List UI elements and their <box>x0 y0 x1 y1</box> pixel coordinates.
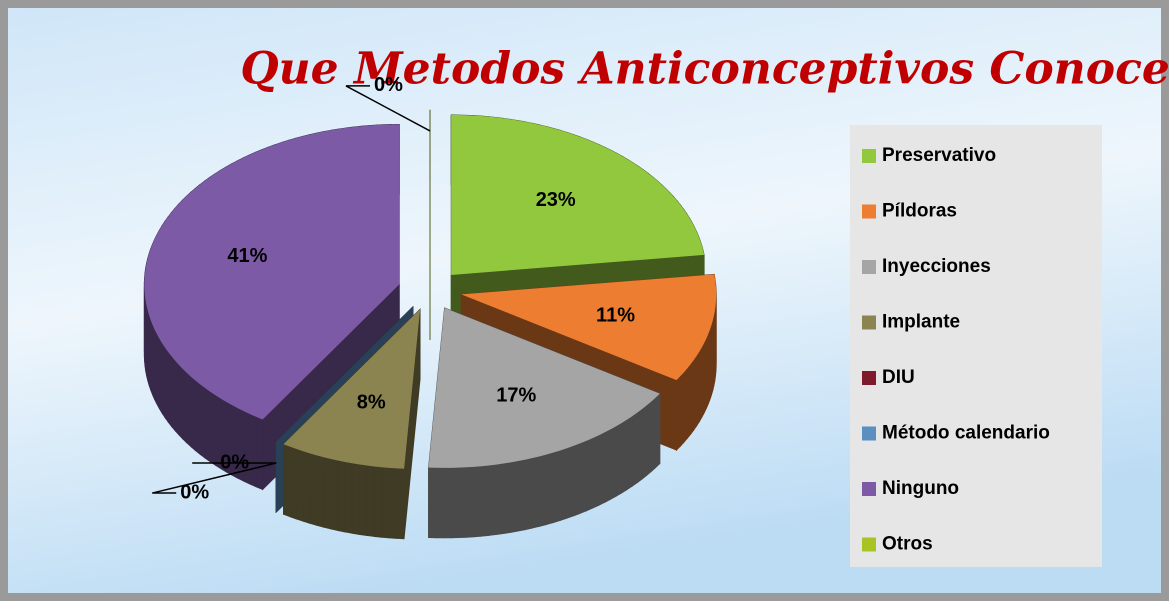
slice-side <box>210 392 215 466</box>
slice-side <box>345 462 352 533</box>
slice-side <box>554 450 561 522</box>
legend-label: Implante <box>882 312 960 333</box>
slice-side <box>680 372 684 446</box>
legend-swatch <box>862 149 876 163</box>
data-label: 17% <box>496 385 536 407</box>
slice-side <box>627 416 632 489</box>
data-label: 41% <box>227 245 267 267</box>
slice-side <box>540 455 547 527</box>
slice-side <box>605 429 611 502</box>
slice-side <box>389 468 396 539</box>
slice-side <box>200 384 205 458</box>
data-label: 0% <box>374 74 403 96</box>
slice-side <box>165 348 168 422</box>
slice-side <box>250 414 256 487</box>
legend-label: Píldoras <box>882 201 957 222</box>
slice-side <box>481 465 488 536</box>
slice-side <box>367 466 374 537</box>
slice-side <box>191 377 196 451</box>
slice-side <box>183 369 187 443</box>
slice-side <box>560 448 567 520</box>
legend-swatch <box>862 371 876 385</box>
slice-side <box>168 352 171 426</box>
slice-side <box>175 361 179 435</box>
slice-side <box>547 453 554 525</box>
slice-side <box>586 438 592 511</box>
legend-label: Ninguno <box>882 478 959 499</box>
data-label: 11% <box>596 304 635 326</box>
slice-side <box>656 394 660 468</box>
slice-side <box>459 467 467 537</box>
slice-side <box>574 443 580 515</box>
slice-side <box>466 467 474 537</box>
slice-side <box>610 426 616 499</box>
slice-side <box>436 468 444 538</box>
slice-side <box>688 364 691 438</box>
data-label: 0% <box>180 481 209 503</box>
slice-side <box>697 351 700 425</box>
slice-side <box>256 417 262 490</box>
legend-swatch <box>862 205 876 219</box>
slice-side <box>397 468 405 538</box>
data-label: 8% <box>357 392 386 414</box>
slice-side <box>352 463 359 534</box>
legend-label: Método calendario <box>882 423 1050 444</box>
slice-side <box>496 464 503 535</box>
slice-side <box>382 467 389 538</box>
slice-side <box>677 376 681 450</box>
slice-side <box>622 420 627 493</box>
slice-side <box>694 356 697 430</box>
slice-side <box>647 401 652 475</box>
slice-side <box>632 413 637 487</box>
slice-side <box>171 356 175 430</box>
slice-side <box>691 360 694 434</box>
slice-side <box>338 461 345 532</box>
slice-side <box>504 462 511 533</box>
slice-side <box>451 468 459 538</box>
legend-swatch <box>862 538 876 552</box>
slice-side <box>525 458 532 530</box>
legend-label: Preservativo <box>882 145 996 166</box>
slice-side <box>444 468 452 538</box>
slice-side <box>179 365 183 439</box>
slice-side <box>511 461 518 532</box>
slice-side <box>489 465 496 536</box>
slice-side <box>374 466 381 537</box>
data-label: 23% <box>536 189 576 211</box>
legend-swatch <box>862 482 876 496</box>
legend-swatch <box>862 316 876 330</box>
slice-side <box>359 465 366 536</box>
slice-side <box>684 368 687 442</box>
slice-side <box>593 435 599 508</box>
slice-side <box>642 405 647 479</box>
slice-side <box>580 441 586 514</box>
slice-side <box>159 339 162 413</box>
slice-side <box>599 432 605 505</box>
slice-side <box>533 456 540 528</box>
slice-side <box>205 388 210 462</box>
legend-label: Inyecciones <box>882 256 991 277</box>
slice-side <box>331 459 338 531</box>
legend-swatch <box>862 427 876 441</box>
slice-side <box>187 373 191 447</box>
slice-side <box>474 466 482 537</box>
slice-side <box>162 343 165 417</box>
legend-label: Otros <box>882 534 933 555</box>
legend-swatch <box>862 260 876 274</box>
slice-side <box>196 381 201 455</box>
legend-box <box>850 125 1102 567</box>
slice-side <box>651 398 655 472</box>
slice-side <box>518 460 525 531</box>
slice-side <box>567 446 574 518</box>
slice-side <box>616 423 622 496</box>
legend-label: DIU <box>882 367 915 388</box>
slice-side <box>637 409 642 483</box>
